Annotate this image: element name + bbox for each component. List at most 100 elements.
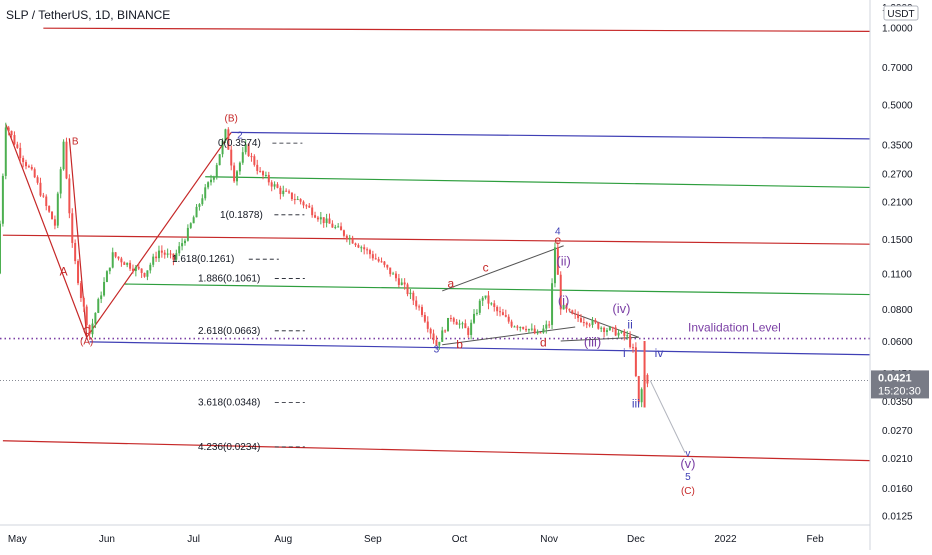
candle-body xyxy=(264,174,267,176)
candle-body xyxy=(403,282,406,285)
candle-body xyxy=(4,127,7,176)
time-tick-label: Aug xyxy=(274,534,292,545)
candle-body xyxy=(296,199,299,201)
candle-body xyxy=(542,328,545,333)
currency-badge[interactable]: USDT xyxy=(883,5,919,21)
wave-label: 5 xyxy=(685,472,691,483)
candle-body xyxy=(16,144,19,148)
candle-body xyxy=(288,191,291,193)
blue-channel-line xyxy=(89,341,871,356)
candle-body xyxy=(470,322,473,335)
candle-body xyxy=(13,135,16,145)
price-tick-label: 0.1500 xyxy=(882,235,913,246)
candle-body xyxy=(207,182,210,188)
candle-body xyxy=(282,190,285,195)
candle-body xyxy=(74,242,77,262)
candle-body xyxy=(525,328,528,331)
candle-body xyxy=(565,304,568,309)
candle-body xyxy=(94,312,97,324)
candle-body xyxy=(56,193,59,226)
candle-body xyxy=(629,335,632,348)
candle-body xyxy=(568,308,571,311)
candle-body xyxy=(513,326,516,328)
candle-body xyxy=(429,328,432,334)
candle-body xyxy=(201,198,204,205)
candle-body xyxy=(536,332,539,334)
candle-body xyxy=(10,130,13,136)
candle-body xyxy=(157,250,160,259)
price-tick-label: 0.7000 xyxy=(882,63,913,74)
candle-body xyxy=(198,204,201,207)
candle-body xyxy=(91,323,94,335)
candle-body xyxy=(62,141,65,170)
candle-body xyxy=(351,237,354,244)
candle-body xyxy=(342,230,345,236)
wave-label: (i) xyxy=(558,293,570,308)
price-tick-label: 0.2700 xyxy=(882,169,913,180)
candle-body xyxy=(293,199,296,201)
time-tick-label: 2022 xyxy=(714,534,737,545)
price-tick-label: 0.0350 xyxy=(882,397,913,408)
candle-body xyxy=(36,177,39,183)
candle-body xyxy=(626,335,629,337)
candle-body xyxy=(432,333,435,341)
candle-body xyxy=(195,206,198,218)
candle-body xyxy=(117,256,120,259)
fib-level-label: 1.886(0.1061) xyxy=(198,273,260,284)
candle-body xyxy=(571,310,574,314)
wave-label: (iv) xyxy=(612,301,630,316)
candle-body xyxy=(426,321,429,329)
candle-body xyxy=(380,261,383,263)
candle-body xyxy=(120,258,123,263)
candle-body xyxy=(97,299,100,313)
candle-body xyxy=(507,316,510,322)
price-tick-label: 0.3500 xyxy=(882,140,913,151)
candle-body xyxy=(444,330,447,332)
candle-body xyxy=(328,218,331,224)
fib-level-label: 1.618(0.1261) xyxy=(172,254,234,265)
wave-label: iii xyxy=(632,397,640,411)
candle-body xyxy=(377,259,380,262)
candle-body xyxy=(530,328,533,330)
price-tick-label: 0.0600 xyxy=(882,337,913,348)
invalidation-level-label: Invalidation Level xyxy=(688,321,781,335)
candle-body xyxy=(447,317,450,332)
candle-body xyxy=(48,206,51,212)
candle-body xyxy=(374,258,377,260)
wave-label: b xyxy=(456,338,463,352)
candle-body xyxy=(166,253,169,255)
candle-body xyxy=(406,284,409,295)
candle-body xyxy=(51,211,54,220)
time-tick-label: Jul xyxy=(187,534,200,545)
candle-body xyxy=(397,278,400,285)
candle-body xyxy=(100,295,103,300)
candle-body xyxy=(499,311,502,313)
wave-label: (v) xyxy=(680,456,695,471)
candle-body xyxy=(435,340,438,346)
candle-body xyxy=(160,250,163,253)
wave-label: e xyxy=(554,233,561,247)
candle-body xyxy=(458,323,461,325)
price-tick-label: 0.0270 xyxy=(882,426,913,437)
candle-body xyxy=(556,247,559,275)
candle-body xyxy=(79,283,82,299)
candle-body xyxy=(244,144,247,153)
candle-body xyxy=(394,273,397,279)
candle-body xyxy=(175,253,178,260)
candle-body xyxy=(623,331,626,336)
candle-body xyxy=(354,243,357,246)
candle-body xyxy=(614,327,617,336)
candle-body xyxy=(371,254,374,259)
time-tick-label: Feb xyxy=(806,534,824,545)
candle-body xyxy=(478,300,481,313)
candle-body xyxy=(585,322,588,325)
candle-body xyxy=(7,127,10,131)
candle-body xyxy=(504,315,507,317)
candle-body xyxy=(337,226,340,228)
candle-body xyxy=(273,184,276,187)
candle-body xyxy=(250,156,253,158)
candle-body xyxy=(209,179,212,183)
price-tick-label: 0.5000 xyxy=(882,101,913,112)
candle-body xyxy=(270,182,273,187)
